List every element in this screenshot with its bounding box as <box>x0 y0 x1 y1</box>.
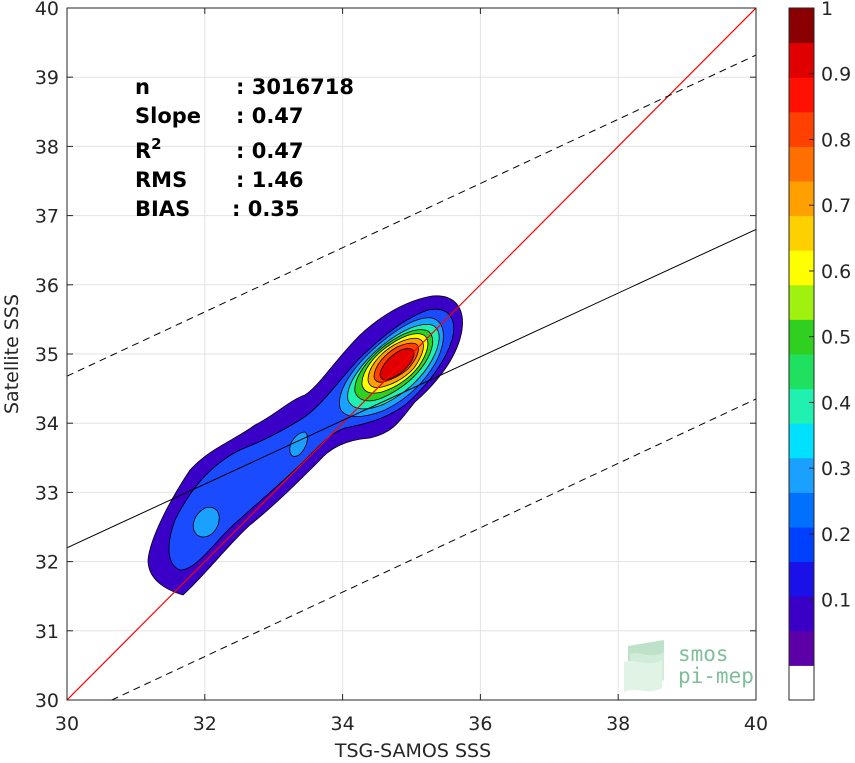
logo-waves-icon <box>624 640 664 692</box>
y-tick-label-9: 39 <box>35 67 59 89</box>
colorbar-segment-15 <box>789 146 814 182</box>
colorbar-tick-label-7: 0.8 <box>821 129 851 151</box>
lower-bound-line <box>111 398 756 700</box>
stat-bias-label: BIAS <box>135 197 190 221</box>
x-tick-label-5: 40 <box>744 713 768 735</box>
colorbar-segment-14 <box>789 181 814 217</box>
density-contours <box>147 295 463 596</box>
x-tick-label-2: 34 <box>331 713 355 735</box>
colorbar-tick-label-9: 1 <box>821 0 833 20</box>
colorbar-segment-8 <box>789 388 814 424</box>
x-axis-ticks: 30 32 34 36 38 40 <box>55 8 768 735</box>
stat-rms-value: : 1.46 <box>236 168 304 192</box>
colorbar-tick-label-1: 0.2 <box>821 524 851 546</box>
y-tick-label-4: 34 <box>35 413 59 435</box>
stat-r2-value: : 0.47 <box>236 139 304 163</box>
colorbar-segment-2 <box>789 596 814 632</box>
identity-line <box>67 8 756 700</box>
colorbar-segment-16 <box>789 111 814 147</box>
contour-level-03 <box>192 506 220 538</box>
x-tick-label-3: 36 <box>468 713 492 735</box>
y-tick-label-6: 36 <box>35 275 59 297</box>
x-tick-label-4: 38 <box>606 713 630 735</box>
colorbar-segment-12 <box>789 250 814 286</box>
colorbar-segment-1 <box>789 630 814 666</box>
colorbar-tick-label-5: 0.6 <box>821 261 851 283</box>
logo-text-smos: smos <box>678 642 729 666</box>
stats-box: n : 3016718 Slope : 0.47 R2 : 0.47 RMS :… <box>135 75 354 221</box>
y-tick-label-3: 33 <box>35 482 59 504</box>
colorbar-segment-5 <box>789 492 814 528</box>
y-tick-label-10: 40 <box>35 0 59 20</box>
colorbar-segment-18 <box>789 42 814 78</box>
x-axis-label: TSG-SAMOS SSS <box>334 740 491 762</box>
colorbar-tick-label-3: 0.4 <box>821 392 851 414</box>
x-tick-label-1: 32 <box>193 713 217 735</box>
logo-text-pimep: pi-mep <box>678 664 754 688</box>
y-axis-ticks: 30 31 32 33 34 35 36 37 38 39 40 <box>35 0 756 712</box>
stat-bias-value: : 0.35 <box>232 197 300 221</box>
y-tick-label-2: 32 <box>35 552 59 574</box>
colorbar-tick-label-8: 0.9 <box>821 64 851 86</box>
y-tick-label-1: 31 <box>35 621 59 643</box>
y-tick-label-7: 37 <box>35 206 59 228</box>
contour-level-03b <box>289 431 308 457</box>
colorbar-segment-0 <box>789 665 814 701</box>
colorbar-segment-9 <box>789 354 814 390</box>
smos-pimep-logo: smos pi-mep <box>624 640 754 692</box>
stat-slope-label: Slope <box>135 104 201 128</box>
colorbar-tick-label-6: 0.7 <box>821 195 851 217</box>
y-tick-label-0: 30 <box>35 690 59 712</box>
colorbar-frame <box>788 7 815 701</box>
colorbar-segment-4 <box>789 527 814 563</box>
colorbar-ticks: 0.1 0.2 0.3 0.4 0.5 0.6 0.7 0.8 0.9 1 <box>809 0 851 612</box>
regression-line <box>67 228 756 549</box>
upper-bound-line <box>67 54 756 377</box>
contour-level-10 <box>379 348 415 381</box>
y-tick-label-8: 38 <box>35 136 59 158</box>
colorbar-segment-17 <box>789 77 814 113</box>
colorbar-tick-label-0: 0.1 <box>821 590 851 612</box>
colorbar-tick-label-4: 0.5 <box>821 327 851 349</box>
stat-n-value: : 3016718 <box>236 75 354 99</box>
y-axis-label: Satellite SSS <box>1 294 23 414</box>
x-tick-label-0: 30 <box>55 713 79 735</box>
colorbar-segment-6 <box>789 457 814 493</box>
colorbar-segment-13 <box>789 215 814 251</box>
stat-rms-label: RMS <box>135 168 187 192</box>
colorbar-segment-19 <box>789 8 814 44</box>
stat-r2-label: R2 <box>135 135 162 163</box>
y-tick-label-5: 35 <box>35 344 59 366</box>
colorbar <box>789 8 814 701</box>
colorbar-segment-3 <box>789 561 814 597</box>
colorbar-tick-label-2: 0.3 <box>821 458 851 480</box>
stat-slope-value: : 0.47 <box>236 104 304 128</box>
stat-n-label: n <box>135 75 150 99</box>
colorbar-segment-11 <box>789 284 814 320</box>
colorbar-segment-7 <box>789 423 814 459</box>
